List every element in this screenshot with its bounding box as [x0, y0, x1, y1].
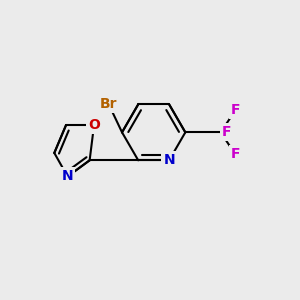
Text: N: N	[163, 153, 175, 167]
Text: F: F	[231, 147, 240, 161]
Text: O: O	[88, 118, 100, 132]
Text: F: F	[222, 125, 231, 139]
Text: F: F	[231, 103, 240, 117]
Text: Br: Br	[100, 98, 118, 111]
Text: N: N	[62, 169, 74, 184]
